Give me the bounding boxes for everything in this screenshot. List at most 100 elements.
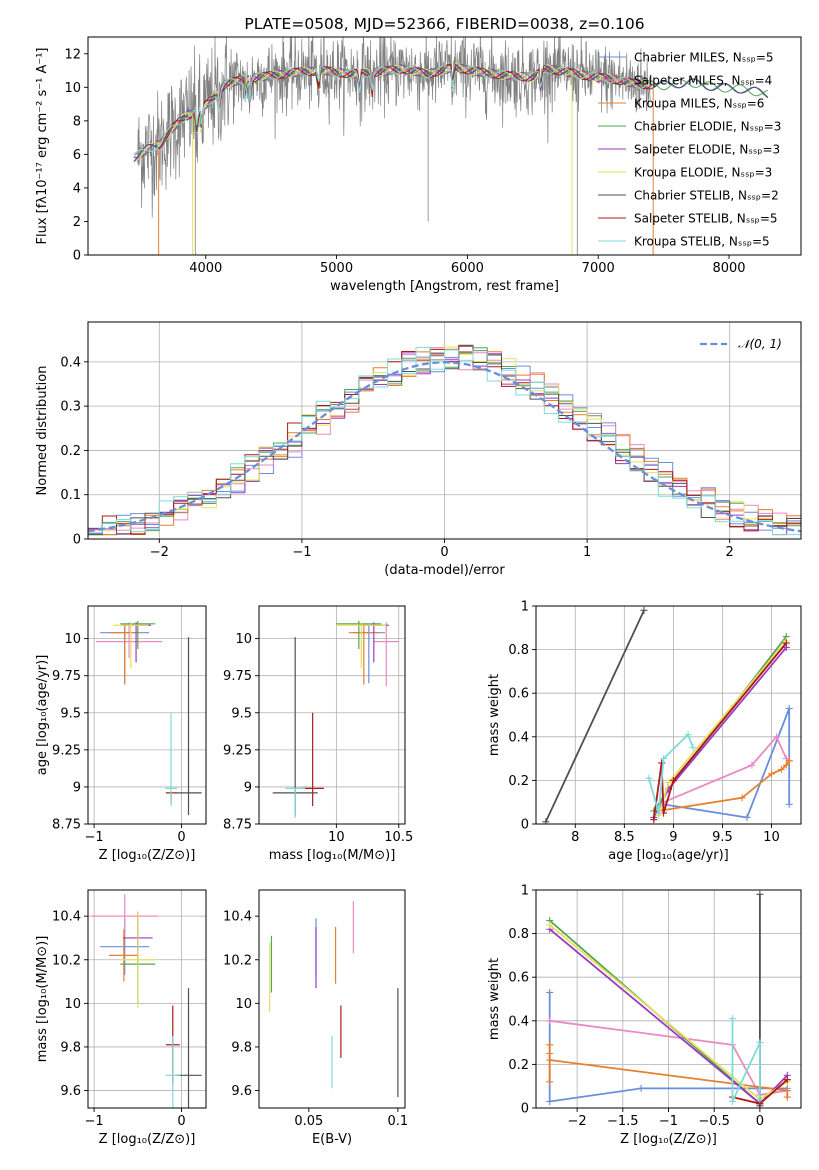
plus-marker xyxy=(546,1078,554,1086)
x-tick-label: −0.5 xyxy=(698,1114,730,1129)
errorbar-point-9 xyxy=(165,1036,180,1108)
y-tick-label: 9 xyxy=(73,780,81,795)
plus-marker xyxy=(669,776,677,784)
x-tick-label: 8 xyxy=(571,830,579,845)
model-spectrum-8 xyxy=(158,64,654,150)
legend-entry: Salpeter ELODIE, Nₛₛₚ=3 xyxy=(634,143,780,157)
errorbar-point-7 xyxy=(175,637,202,816)
x-tick-label: 1 xyxy=(583,545,591,560)
plus-marker xyxy=(637,1084,645,1092)
y-tick-label: 0.2 xyxy=(508,774,529,789)
x-tick-label: 7000 xyxy=(582,261,615,276)
y-tick-label: 10 xyxy=(64,997,81,1012)
plus-marker xyxy=(546,921,554,929)
x-tick-label: 0.1 xyxy=(388,1114,409,1129)
axes-frame xyxy=(87,321,802,540)
axes-frame xyxy=(535,605,802,825)
plus-marker xyxy=(785,757,793,765)
plus-marker xyxy=(689,744,697,752)
normal-curve xyxy=(88,361,801,533)
model-spectrum-9 xyxy=(133,65,653,156)
y-tick-label: 9.8 xyxy=(231,1040,252,1055)
plus-marker xyxy=(783,1076,791,1084)
plus-marker xyxy=(782,761,790,769)
y-tick-label: 8 xyxy=(73,114,81,129)
x-tick-label: −1 xyxy=(659,1114,678,1129)
panel-age-vs-Z: −1 0 8.75 9 9.25 9.5 9.75 10 Z [log₁₀(Z/Z⊙)] age … xyxy=(35,605,207,863)
x-axis-label: age [log₁₀(age/yr)] xyxy=(608,848,729,863)
axes-frame xyxy=(87,889,207,1109)
errorbar-point-2 xyxy=(91,894,158,938)
legend-entry: Kroupa STELIB, Nₛₛₚ=5 xyxy=(634,235,770,249)
x-axis-label: mass [log₁₀(M/M⊙)] xyxy=(269,848,396,863)
y-tick-label: 10 xyxy=(235,632,252,647)
axes-frame xyxy=(87,605,207,825)
x-tick-label: 0 xyxy=(440,545,448,560)
y-tick-label: 0 xyxy=(521,818,529,833)
legend-entry: Chabrier MILES, Nₛₛₚ=5 xyxy=(634,51,774,65)
legend: Chabrier MILES, Nₛₛₚ=5 Salpeter MILES, Nₛ… xyxy=(598,51,781,249)
plot-area xyxy=(88,606,206,824)
errorbar-point-3 xyxy=(109,623,140,685)
errorbar-point-3 xyxy=(108,929,139,982)
x-tick-label: −1.5 xyxy=(607,1114,639,1129)
y-tick-label: 9.75 xyxy=(223,669,252,684)
y-tick-label: 10.4 xyxy=(223,910,252,925)
x-axis-label: Z [log₁₀(Z/Z⊙)] xyxy=(620,1132,717,1147)
errorbar-point-1 xyxy=(352,625,386,684)
x-tick-label: 5000 xyxy=(320,261,353,276)
errorbar-point-2 xyxy=(95,622,163,658)
plus-marker xyxy=(756,1039,764,1047)
plus-marker xyxy=(728,1097,736,1105)
observed-spectrum xyxy=(137,37,651,218)
x-tick-label: 0 xyxy=(756,1114,764,1129)
weight-series-3 xyxy=(658,760,790,812)
plot-area xyxy=(536,606,801,824)
x-tick-label: 0.05 xyxy=(294,1114,323,1129)
x-axis-label: wavelength [Angstrom, rest frame] xyxy=(330,279,559,294)
x-tick-label: 10.5 xyxy=(384,830,413,845)
plot-area xyxy=(133,37,769,255)
weight-series-9 xyxy=(731,1018,761,1102)
x-tick-label: 0 xyxy=(177,1114,185,1129)
legend-entry: Kroupa MILES, Nₛₛₚ=6 xyxy=(634,97,764,111)
y-tick-label: 1 xyxy=(521,884,529,899)
errorbar-point-6 xyxy=(120,911,156,1008)
plus-marker xyxy=(645,774,653,782)
y-tick-label: 8.75 xyxy=(52,818,81,833)
plus-marker xyxy=(785,800,793,808)
y-tick-label: 9.5 xyxy=(231,706,252,721)
legend-entry: 𝒩(0, 1) xyxy=(738,337,782,351)
x-tick-label: 9 xyxy=(669,830,677,845)
y-tick-label: 4 xyxy=(73,181,81,196)
plot-area xyxy=(269,900,399,1098)
plus-marker xyxy=(655,809,663,817)
x-tick-label: 10 xyxy=(763,830,780,845)
panel-mass-vs-ebv: 0.05 0.1 9.6 9.8 10 10.2 10.4 E(B-V) xyxy=(223,889,409,1147)
y-axis-label: mass weight xyxy=(487,674,502,756)
y-tick-label: 10.2 xyxy=(52,953,81,968)
x-axis-label: Z [log₁₀(Z/Z⊙)] xyxy=(99,848,196,863)
plus-marker xyxy=(768,770,776,778)
x-axis-label: Z [log₁₀(Z/Z⊙)] xyxy=(99,1132,196,1147)
y-tick-label: 0.4 xyxy=(60,355,81,370)
panel-weight-vs-age: 8 8.5 9 9.5 10 0 0.2 0.4 0.6 0.8 1 age [log₁₀(age/y… xyxy=(487,600,802,863)
errorbar-point-9 xyxy=(285,787,306,819)
plus-marker xyxy=(748,761,756,769)
y-tick-label: 0.2 xyxy=(60,444,81,459)
x-tick-label: 6000 xyxy=(451,261,484,276)
plus-marker xyxy=(650,816,658,824)
legend-entry: Kroupa ELODIE, Nₛₛₚ=3 xyxy=(634,166,772,180)
y-tick-label: 12 xyxy=(64,47,81,62)
panel-weight-vs-Z: −2 −1.5 −1 −0.5 0 0 0.2 0.4 0.6 0.8 1 Z [log₁₀(Z/Z⊙… xyxy=(487,884,802,1147)
y-tick-label: 0.6 xyxy=(508,687,529,702)
plus-marker xyxy=(546,1056,554,1064)
errorbar-point-6 xyxy=(113,622,149,669)
x-tick-label: 8000 xyxy=(712,261,745,276)
plus-marker xyxy=(783,1093,791,1101)
plus-marker xyxy=(738,794,746,802)
chart-title: PLATE=0508, MJD=52366, FIBERID=0038, z=0… xyxy=(244,15,644,33)
plus-marker xyxy=(546,1050,554,1057)
y-tick-label: 10 xyxy=(64,632,81,647)
legend-entry: Salpeter MILES, Nₛₛₚ=4 xyxy=(634,74,772,88)
